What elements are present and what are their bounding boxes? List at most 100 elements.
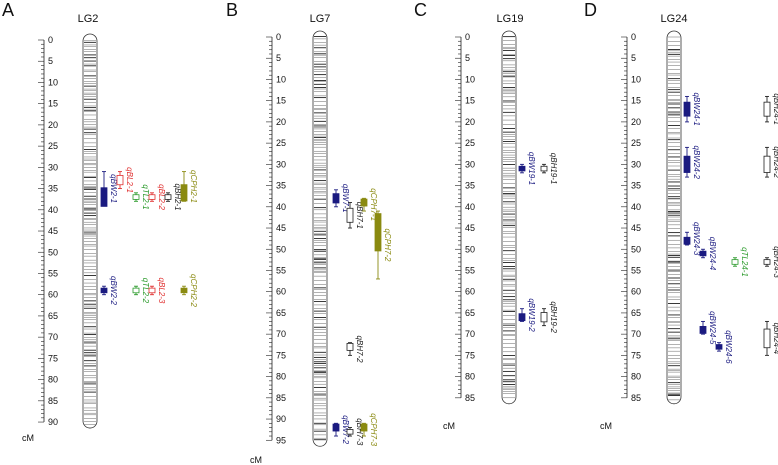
- ruler-tick-label: 75: [631, 350, 641, 360]
- ruler-tick-label: 25: [631, 138, 641, 148]
- linkage-group-title: LG2: [78, 13, 99, 25]
- linkage-group-title: LG24: [661, 13, 688, 25]
- qtl-interval: qBH2-1: [164, 184, 182, 211]
- ruler-tick-label: 60: [48, 290, 58, 300]
- qtl-interval: qBW19-1: [518, 152, 536, 185]
- qtl-peak-box: [763, 101, 771, 117]
- ruler-tick-label: 85: [48, 396, 58, 406]
- ruler-tick-label: 10: [465, 74, 475, 84]
- chromosome-bar: [312, 30, 328, 447]
- panel-letter: C: [414, 0, 427, 20]
- qtl-peak-box: [332, 193, 340, 204]
- qtl-interval: qBH7-2: [346, 335, 364, 363]
- qtl-peak-box: [540, 165, 548, 172]
- qtl-label: qCPH7-1: [369, 188, 378, 221]
- qtl-label: qBW24-5: [708, 311, 717, 345]
- qtl-label: qBW19-1: [527, 152, 536, 185]
- cm-ruler: 0 5 10 15 20 25 30 35 40 45 50 55 60 65 70 75 80 85: [621, 32, 641, 403]
- qtl-interval: qBW24-5: [699, 311, 717, 345]
- ruler-tick-label: 80: [465, 372, 475, 382]
- qtl-interval: qCPH7-1: [360, 188, 378, 221]
- qtl-interval: qCPH2-2: [180, 274, 198, 307]
- ruler-tick-label: 90: [276, 414, 286, 424]
- qtl-label: qBH19-2: [549, 301, 558, 333]
- ruler-tick-label: 65: [276, 308, 286, 318]
- qtl-peak-box: [132, 287, 140, 294]
- qtl-interval: qBH7-1: [346, 202, 364, 229]
- qtl-peak-box: [132, 194, 140, 200]
- qtl-interval: qBH19-2: [540, 301, 558, 334]
- qtl-label: qTL24-1: [740, 247, 749, 277]
- ruler-tick-label: 65: [465, 308, 475, 318]
- qtl-label: qBW7-1: [341, 184, 350, 213]
- qtl-interval: qBL2-3: [148, 278, 166, 304]
- qtl-label: qCPH2-1: [189, 170, 198, 203]
- ruler-tick-label: 50: [631, 244, 641, 254]
- qtl-label: qTL2-2: [141, 278, 150, 304]
- qtl-peak-box: [332, 423, 340, 432]
- qtl-peak-box: [180, 287, 188, 294]
- qtl-label: qBW2-1: [109, 174, 118, 203]
- qtl-label: qBH7-2: [355, 335, 364, 363]
- qtl-peak-box: [360, 198, 368, 207]
- qtl-peak-box: [116, 175, 124, 186]
- axis-unit-label: cM: [600, 421, 612, 431]
- qtl-label: qBL2-3: [157, 278, 166, 304]
- qtl-label: qBW24-4: [708, 237, 717, 271]
- qtl-label: qBW24-1: [692, 92, 701, 125]
- ruler-tick-label: 55: [48, 268, 58, 278]
- ruler-tick-label: 35: [631, 181, 641, 191]
- qtl-label: qBH7-1: [355, 202, 364, 229]
- qtl-peak-box: [763, 328, 771, 349]
- ruler-tick-label: 25: [276, 138, 286, 148]
- qtl-label: qCPH7-3: [369, 413, 378, 446]
- qtl-peak-box: [683, 101, 691, 117]
- qtl-peak-box: [683, 155, 691, 173]
- ruler-tick-label: 55: [631, 265, 641, 275]
- panel-b: B LG7 cM 0 5 10 15 20 25 30 35 40 45 50 55 60 65 70 75 8…: [226, 0, 392, 465]
- panel-c: C LG19 cM 0 5 10 15 20 25 30 35 40 45 50 55 60 65 70 75…: [414, 0, 558, 431]
- qtl-peak-box: [346, 429, 354, 435]
- ruler-tick-label: 60: [631, 287, 641, 297]
- qtl-label: qTL2-1: [141, 184, 150, 209]
- axis-unit-label: cM: [443, 421, 455, 431]
- qtl-interval: qBL2-1: [116, 167, 134, 193]
- qtl-interval: qCPH2-1: [180, 170, 198, 203]
- ruler-tick-label: 10: [276, 74, 286, 84]
- qtl-peak-box: [763, 155, 771, 173]
- qtl-peak-box: [360, 423, 368, 432]
- ruler-tick-label: 85: [465, 393, 475, 403]
- axis-unit-label: cM: [22, 433, 34, 443]
- qtl-label: qCPH2-2: [189, 274, 198, 307]
- ruler-tick-label: 15: [48, 99, 58, 109]
- ruler-tick-label: 85: [276, 393, 286, 403]
- ruler-tick-label: 25: [465, 138, 475, 148]
- qtl-peak-box: [715, 344, 723, 350]
- chromosome-bar: [82, 33, 98, 429]
- ruler-tick-label: 30: [276, 159, 286, 169]
- ruler-tick-label: 30: [465, 159, 475, 169]
- qtl-interval: qBH24-4: [763, 320, 778, 356]
- cm-ruler: 0 5 10 15 20 25 30 35 40 45 50 55 60 65 70 75 80 85 90: [38, 35, 58, 427]
- ruler-tick-label: 50: [465, 244, 475, 254]
- ruler-tick-label: 85: [631, 393, 641, 403]
- ruler-tick-label: 15: [631, 96, 641, 106]
- qtl-label: qBL2-1: [125, 167, 134, 193]
- qtl-peak-box: [100, 187, 108, 207]
- ruler-tick-label: 5: [276, 53, 281, 63]
- ruler-tick-label: 40: [276, 202, 286, 212]
- qtl-peak-box: [518, 165, 526, 172]
- ruler-tick-label: 25: [48, 141, 58, 151]
- qtl-interval: qBW2-1: [100, 171, 118, 207]
- ruler-tick-label: 5: [48, 56, 53, 66]
- qtl-interval: qBL2-2: [148, 184, 166, 211]
- qtl-interval: qBH19-1: [540, 153, 558, 184]
- ruler-tick-label: 40: [48, 205, 58, 215]
- ruler-tick-label: 95: [276, 435, 286, 445]
- qtl-interval: qCPH7-2: [374, 210, 392, 280]
- qtl-interval: qBW24-4: [699, 237, 717, 271]
- ruler-tick-label: 0: [631, 32, 636, 42]
- qtl-peak-box: [699, 250, 707, 257]
- qtl-label: qBW2-2: [109, 276, 118, 305]
- qtl-interval: qBW24-6: [715, 330, 733, 364]
